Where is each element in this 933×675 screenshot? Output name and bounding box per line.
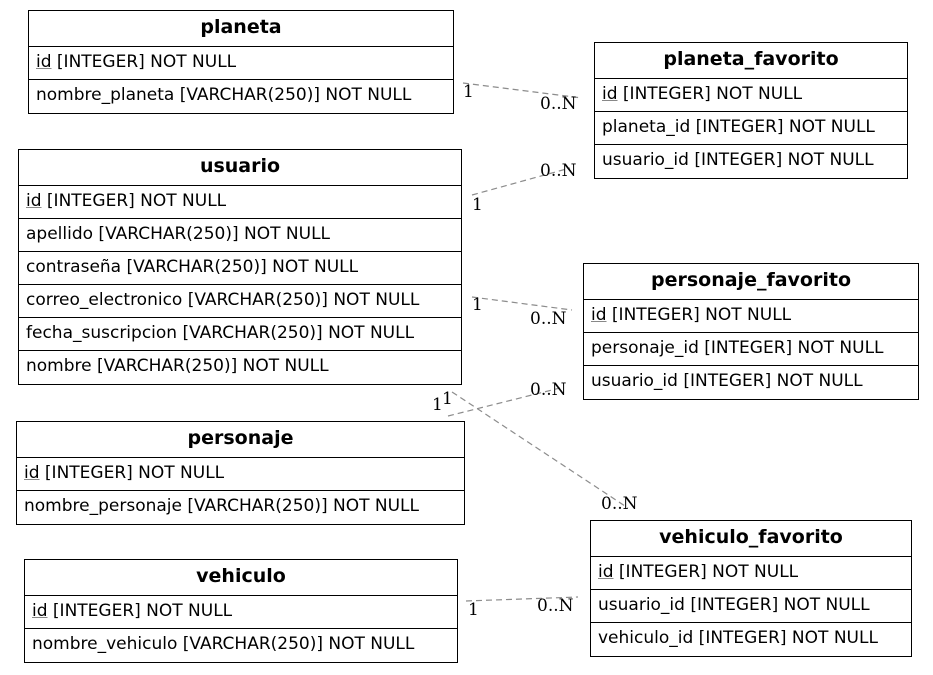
entity-personaje[interactable]: personaje id [INTEGER] NOT NULL nombre_per… xyxy=(16,421,465,525)
cardinality-many-label: 0..N xyxy=(601,494,638,514)
entity-field-row[interactable]: id [INTEGER] NOT NULL xyxy=(595,79,907,112)
field-definition: [INTEGER] NOT NULL xyxy=(606,305,792,325)
entity-field-row[interactable]: id [INTEGER] NOT NULL xyxy=(17,458,464,491)
entity-field-row[interactable]: fecha_suscripcion [VARCHAR(250)] NOT NUL… xyxy=(19,318,461,351)
cardinality-many-label: 0..N xyxy=(540,161,577,181)
entity-field-row[interactable]: nombre [VARCHAR(250)] NOT NULL xyxy=(19,351,461,384)
primary-key-label: id xyxy=(598,562,614,582)
cardinality-many-label: 0..N xyxy=(530,380,567,400)
field-definition: vehiculo_id [INTEGER] NOT NULL xyxy=(598,628,878,648)
field-definition: fecha_suscripcion [VARCHAR(250)] NOT NUL… xyxy=(26,323,415,343)
entity-field-row[interactable]: nombre_vehiculo [VARCHAR(250)] NOT NULL xyxy=(25,629,457,662)
field-definition: [INTEGER] NOT NULL xyxy=(613,562,799,582)
field-definition: [INTEGER] NOT NULL xyxy=(39,463,225,483)
entity-field-row[interactable]: nombre_planeta [VARCHAR(250)] NOT NULL xyxy=(29,80,453,113)
field-definition: [INTEGER] NOT NULL xyxy=(47,601,233,621)
cardinality-many-label: 0..N xyxy=(540,94,577,114)
entity-field-row[interactable]: correo_electronico [VARCHAR(250)] NOT NU… xyxy=(19,285,461,318)
field-definition: nombre_personaje [VARCHAR(250)] NOT NULL xyxy=(24,496,419,516)
entity-vehiculo-favorito[interactable]: vehiculo_favorito id [INTEGER] NOT NULL us… xyxy=(590,520,912,657)
entity-field-row[interactable]: contraseña [VARCHAR(250)] NOT NULL xyxy=(19,252,461,285)
entity-field-row[interactable]: personaje_id [INTEGER] NOT NULL xyxy=(584,333,918,366)
relationship-line[interactable] xyxy=(465,596,579,602)
field-definition: correo_electronico [VARCHAR(250)] NOT NU… xyxy=(26,290,420,310)
field-definition: nombre_planeta [VARCHAR(250)] NOT NULL xyxy=(36,85,412,105)
cardinality-one-label: 1 xyxy=(432,395,443,415)
field-definition: usuario_id [INTEGER] NOT NULL xyxy=(602,150,874,170)
entity-field-row[interactable]: id [INTEGER] NOT NULL xyxy=(29,47,453,80)
entity-field-row[interactable]: id [INTEGER] NOT NULL xyxy=(19,186,461,219)
entity-vehiculo[interactable]: vehiculo id [INTEGER] NOT NULL nombre_vehi… xyxy=(24,559,458,663)
entity-usuario[interactable]: usuario id [INTEGER] NOT NULL apellido [VA… xyxy=(18,149,462,385)
field-definition: nombre_vehiculo [VARCHAR(250)] NOT NULL xyxy=(32,634,415,654)
entity-planeta-favorito[interactable]: planeta_favorito id [INTEGER] NOT NULL pla… xyxy=(594,42,908,179)
entity-field-row[interactable]: usuario_id [INTEGER] NOT NULL xyxy=(595,145,907,178)
entity-field-row[interactable]: usuario_id [INTEGER] NOT NULL xyxy=(591,590,911,623)
entity-planeta[interactable]: planeta id [INTEGER] NOT NULL nombre_plane… xyxy=(28,10,454,114)
cardinality-one-label: 1 xyxy=(442,389,453,409)
entity-field-row[interactable]: id [INTEGER] NOT NULL xyxy=(591,557,911,590)
field-definition: planeta_id [INTEGER] NOT NULL xyxy=(602,117,875,137)
entity-field-row[interactable]: id [INTEGER] NOT NULL xyxy=(584,300,918,333)
field-definition: usuario_id [INTEGER] NOT NULL xyxy=(598,595,870,615)
cardinality-one-label: 1 xyxy=(468,600,479,620)
cardinality-one-label: 1 xyxy=(463,82,474,102)
entity-field-row[interactable]: id [INTEGER] NOT NULL xyxy=(25,596,457,629)
cardinality-many-label: 0..N xyxy=(537,596,574,616)
entity-field-row[interactable]: apellido [VARCHAR(250)] NOT NULL xyxy=(19,219,461,252)
primary-key-label: id xyxy=(26,191,42,211)
entity-title: personaje_favorito xyxy=(584,264,918,300)
entity-field-row[interactable]: usuario_id [INTEGER] NOT NULL xyxy=(584,366,918,399)
entity-personaje-favorito[interactable]: personaje_favorito id [INTEGER] NOT NULL p… xyxy=(583,263,919,400)
relationship-line[interactable] xyxy=(471,167,571,196)
primary-key-label: id xyxy=(591,305,607,325)
relationship-line[interactable] xyxy=(471,296,573,311)
cardinality-one-label: 1 xyxy=(472,295,483,315)
field-definition: apellido [VARCHAR(250)] NOT NULL xyxy=(26,224,331,244)
primary-key-label: id xyxy=(602,84,618,104)
entity-field-row[interactable]: vehiculo_id [INTEGER] NOT NULL xyxy=(591,623,911,656)
entity-title: planeta xyxy=(29,11,453,47)
field-definition: contraseña [VARCHAR(250)] NOT NULL xyxy=(26,257,359,277)
primary-key-label: id xyxy=(36,52,52,72)
field-definition: usuario_id [INTEGER] NOT NULL xyxy=(591,371,863,391)
cardinality-one-label: 1 xyxy=(472,195,483,215)
entity-field-row[interactable]: nombre_personaje [VARCHAR(250)] NOT NULL xyxy=(17,491,464,524)
field-definition: personaje_id [INTEGER] NOT NULL xyxy=(591,338,884,358)
field-definition: [INTEGER] NOT NULL xyxy=(41,191,227,211)
field-definition: [INTEGER] NOT NULL xyxy=(617,84,803,104)
entity-title: vehiculo xyxy=(25,560,457,596)
primary-key-label: id xyxy=(24,463,40,483)
relationship-line[interactable] xyxy=(451,391,629,509)
entity-title: personaje xyxy=(17,422,464,458)
field-definition: nombre [VARCHAR(250)] NOT NULL xyxy=(26,356,329,376)
entity-field-row[interactable]: planeta_id [INTEGER] NOT NULL xyxy=(595,112,907,145)
primary-key-label: id xyxy=(32,601,48,621)
cardinality-many-label: 0..N xyxy=(530,309,567,329)
entity-title: usuario xyxy=(19,150,461,186)
entity-title: vehiculo_favorito xyxy=(591,521,911,557)
entity-title: planeta_favorito xyxy=(595,43,907,79)
field-definition: [INTEGER] NOT NULL xyxy=(51,52,237,72)
